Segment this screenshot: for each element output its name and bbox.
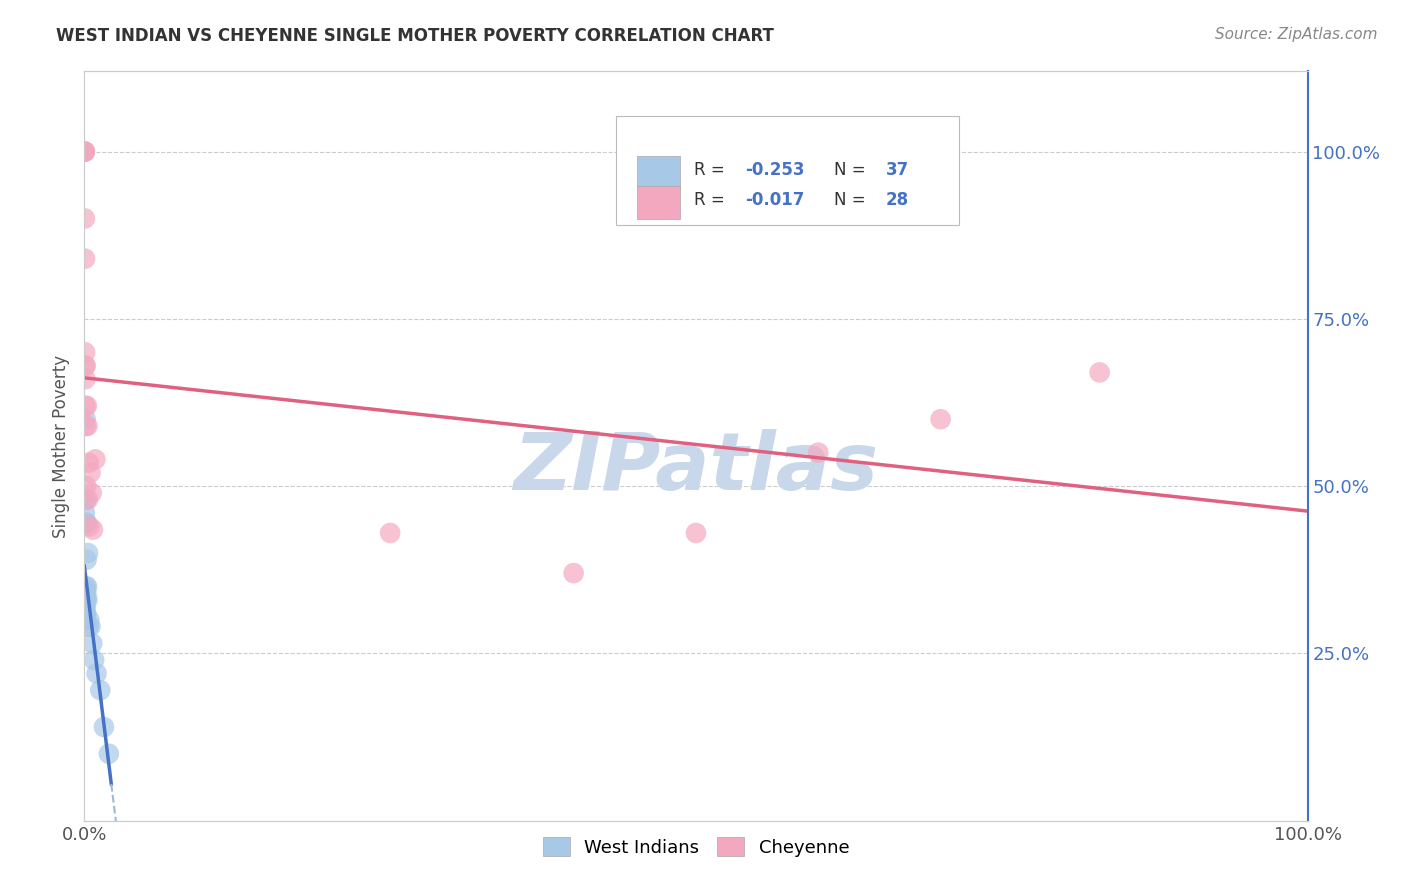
Point: [89, 683, 111, 698]
Point: [75, 586, 97, 600]
Point: [73, 145, 96, 159]
Point: [929, 412, 952, 426]
Point: [75, 412, 97, 426]
Text: WEST INDIAN VS CHEYENNE SINGLE MOTHER POVERTY CORRELATION CHART: WEST INDIAN VS CHEYENNE SINGLE MOTHER PO…: [56, 27, 775, 45]
Point: [82, 523, 104, 537]
Point: [73, 145, 96, 159]
Text: -0.017: -0.017: [745, 191, 804, 210]
Point: [75, 399, 97, 413]
Point: [79, 620, 101, 634]
Point: [73, 582, 96, 597]
Point: [73, 586, 96, 600]
Point: [75, 607, 97, 621]
Point: [77, 546, 100, 560]
Point: [75, 580, 97, 594]
Point: [75, 599, 97, 614]
Point: [77, 613, 100, 627]
Point: [80, 486, 103, 500]
Text: 37: 37: [886, 161, 908, 179]
Text: ZIPatlas: ZIPatlas: [513, 429, 879, 508]
Point: [685, 526, 707, 541]
Point: [75, 609, 97, 624]
Point: [82, 636, 104, 650]
Point: [75, 345, 97, 359]
Point: [75, 372, 97, 386]
Text: -0.253: -0.253: [745, 161, 804, 179]
Point: [75, 599, 97, 614]
FancyBboxPatch shape: [616, 116, 959, 225]
Bar: [637, 155, 681, 189]
Point: [73, 590, 96, 604]
Point: [75, 359, 97, 373]
Point: [77, 456, 100, 470]
Text: 28: 28: [886, 191, 908, 210]
Point: [83, 653, 105, 667]
Point: [73, 145, 96, 159]
Text: Source: ZipAtlas.com: Source: ZipAtlas.com: [1215, 27, 1378, 42]
Point: [76, 580, 98, 594]
Point: [73, 492, 96, 507]
Text: N =: N =: [834, 191, 872, 210]
Point: [77, 492, 100, 507]
Point: [1088, 366, 1111, 380]
Point: [562, 566, 585, 581]
Text: R =: R =: [693, 161, 730, 179]
Point: [76, 593, 98, 607]
Point: [73, 145, 96, 159]
Text: R =: R =: [693, 191, 730, 210]
Point: [76, 516, 98, 530]
Point: [79, 466, 101, 480]
Point: [75, 613, 97, 627]
Point: [75, 359, 97, 373]
Legend: West Indians, Cheyenne: West Indians, Cheyenne: [536, 830, 856, 864]
Point: [75, 593, 97, 607]
Point: [84, 452, 107, 467]
Point: [75, 586, 97, 600]
Point: [75, 419, 97, 434]
Point: [73, 252, 96, 266]
Point: [807, 446, 830, 460]
Point: [380, 526, 402, 541]
Point: [75, 607, 97, 621]
Point: [77, 620, 100, 634]
Y-axis label: Single Mother Poverty: Single Mother Poverty: [52, 354, 70, 538]
Point: [93, 720, 115, 734]
Point: [76, 399, 98, 413]
Point: [75, 590, 97, 604]
Point: [73, 506, 96, 520]
Bar: [637, 186, 681, 219]
Point: [76, 553, 98, 567]
Point: [73, 211, 96, 226]
Point: [76, 419, 98, 434]
Point: [97, 747, 120, 761]
Text: N =: N =: [834, 161, 872, 179]
Point: [75, 582, 97, 597]
Point: [75, 607, 97, 621]
Point: [77, 519, 100, 533]
Point: [75, 492, 97, 507]
Point: [73, 593, 96, 607]
Point: [75, 516, 97, 530]
Point: [86, 666, 108, 681]
Point: [75, 479, 97, 493]
Point: [75, 593, 97, 607]
